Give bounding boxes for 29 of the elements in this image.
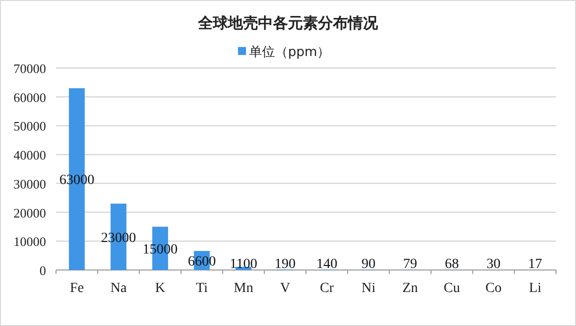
x-tick-label: Ti [196, 281, 208, 296]
data-label: 30 [486, 257, 500, 272]
y-tick-label: 70000 [14, 61, 46, 76]
legend-label: 单位（ppm） [249, 45, 330, 60]
x-tick-label: Na [110, 281, 128, 296]
y-tick-label: 30000 [14, 176, 46, 192]
y-tick-label: 40000 [14, 148, 46, 163]
x-tick-label: Co [485, 281, 502, 296]
data-label: 190 [274, 257, 296, 272]
y-tick-label: 0 [40, 263, 46, 278]
y-tick-label: 20000 [14, 205, 46, 220]
x-tick-label: Cr [320, 281, 334, 296]
y-tick-label: 10000 [14, 234, 46, 250]
x-tick-label: Zn [402, 281, 418, 296]
y-tick-label: 50000 [14, 118, 46, 134]
x-tick-label: Mn [234, 281, 254, 296]
data-label: 17 [528, 257, 542, 272]
data-label: 90 [362, 257, 376, 272]
chart-title: 全球地壳中各元素分布情况 [197, 14, 379, 32]
data-label: 79 [403, 257, 418, 272]
x-tick-label: Ni [362, 281, 376, 296]
data-label: 68 [444, 257, 459, 272]
x-tick-label: V [280, 281, 290, 296]
data-label: 140 [316, 257, 338, 272]
x-tick-label: Li [528, 281, 542, 296]
y-tick-label: 60000 [14, 90, 46, 105]
x-tick-label: Fe [70, 281, 84, 296]
x-tick-label: Cu [444, 281, 460, 296]
x-tick-label: K [155, 281, 166, 296]
